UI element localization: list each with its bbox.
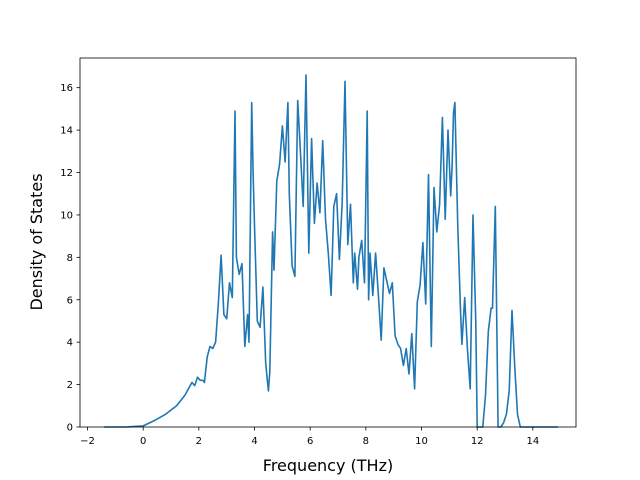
y-tick-label: 14 xyxy=(60,126,73,137)
y-tick-label: 4 xyxy=(67,338,73,349)
axes-frame xyxy=(79,57,577,428)
y-tick-label: 10 xyxy=(60,210,73,221)
x-tick-label: 2 xyxy=(196,436,202,447)
y-axis-ticks: 0 2 4 6 8 10 12 14 16 xyxy=(60,83,80,434)
x-tick-label: 8 xyxy=(363,436,369,447)
x-tick-label: 6 xyxy=(307,436,313,447)
y-tick-label: 8 xyxy=(67,253,73,264)
y-tick-label: 12 xyxy=(60,168,73,179)
y-tick-label: 16 xyxy=(60,83,73,94)
y-tick-label: 2 xyxy=(67,380,73,391)
x-tick-label: 14 xyxy=(526,436,539,447)
x-tick-label: 0 xyxy=(140,436,146,447)
x-axis-ticks: −2 0 2 4 6 8 10 12 14 xyxy=(80,427,539,447)
x-tick-label: 10 xyxy=(415,436,428,447)
plot-area xyxy=(79,57,577,428)
x-tick-label: −2 xyxy=(80,436,95,447)
x-tick-label: 4 xyxy=(251,436,257,447)
series-layer xyxy=(104,74,558,428)
series-line-0 xyxy=(104,74,558,428)
y-tick-label: 0 xyxy=(67,423,73,434)
y-tick-label: 6 xyxy=(67,295,73,306)
y-axis-label: Density of States xyxy=(27,173,46,310)
x-tick-label: 12 xyxy=(471,436,484,447)
x-axis-label: Frequency (THz) xyxy=(263,456,393,475)
